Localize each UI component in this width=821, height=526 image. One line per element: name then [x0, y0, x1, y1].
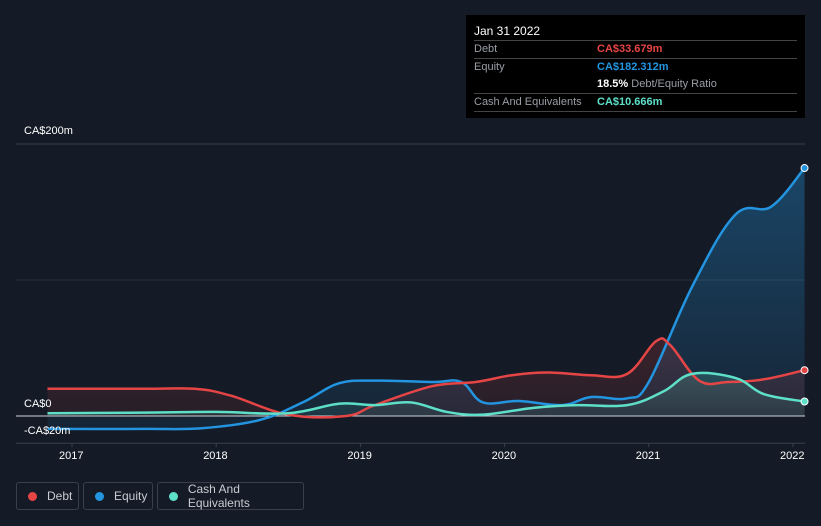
tooltip-debt-row: Debt CA$33.679m: [474, 41, 797, 59]
tooltip-ratio-row: 18.5% Debt/Equity Ratio: [474, 76, 797, 94]
cash-dot-icon: [169, 491, 178, 501]
cash-endpoint-marker: [800, 397, 809, 406]
tooltip-ratio-value: 18.5%: [597, 78, 629, 90]
x-label-2018: 2018: [203, 450, 228, 462]
tooltip-date: Jan 31 2022: [474, 22, 797, 41]
y-label-0: CA$0: [24, 398, 52, 410]
debt-dot-icon: [28, 491, 37, 501]
x-label-2022: 2022: [780, 450, 805, 462]
legend-equity[interactable]: Equity: [83, 482, 153, 510]
debt-endpoint-marker: [800, 366, 809, 375]
x-label-2019: 2019: [347, 450, 372, 462]
tooltip-ratio-label: Debt/Equity Ratio: [631, 78, 717, 90]
legend-equity-label: Equity: [114, 489, 148, 503]
equity-endpoint-marker: [800, 164, 809, 173]
cash-line: [47, 371, 805, 417]
tooltip-equity-row: Equity CA$182.312m: [474, 59, 797, 76]
y-label-neg20: -CA$20m: [24, 425, 71, 437]
tooltip: Jan 31 2022 Debt CA$33.679m Equity CA$18…: [466, 15, 805, 118]
tooltip-debt-value: CA$33.679m: [597, 43, 663, 55]
legend-debt-label: Debt: [47, 489, 73, 503]
legend-cash-label: Cash And Equivalents: [187, 482, 250, 510]
x-label-2020: 2020: [491, 450, 517, 462]
x-label-2021: 2021: [635, 450, 661, 462]
debt-line: [47, 337, 805, 419]
y-label-200: CA$200m: [24, 125, 73, 137]
tooltip-cash-label: Cash And Equivalents: [474, 96, 582, 108]
tooltip-cash-value: CA$10.666m: [597, 96, 663, 108]
legend-debt[interactable]: Debt: [16, 482, 79, 510]
equity-dot-icon: [95, 491, 104, 501]
legend-cash[interactable]: Cash And Equivalents: [157, 482, 304, 510]
equity-line: [47, 167, 806, 431]
tooltip-cash-row: Cash And Equivalents CA$10.666m: [474, 94, 797, 112]
x-label-2017: 2017: [59, 450, 84, 462]
tooltip-equity-value: CA$182.312m: [597, 61, 669, 73]
tooltip-equity-label: Equity: [474, 61, 505, 73]
tooltip-debt-label: Debt: [474, 43, 498, 55]
